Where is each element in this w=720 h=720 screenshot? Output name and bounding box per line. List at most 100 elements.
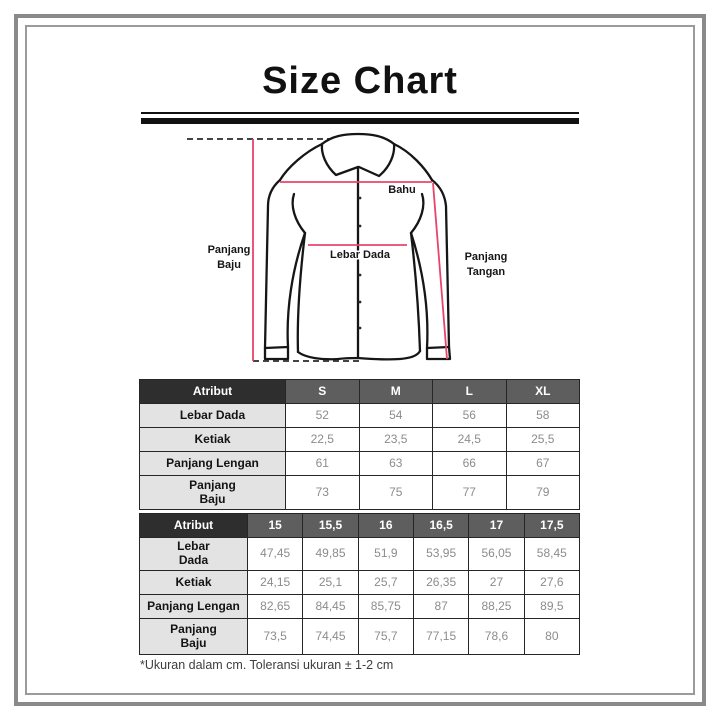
left-body-side bbox=[296, 231, 307, 354]
value-cell: 25,5 bbox=[505, 427, 580, 452]
value-cell: 54 bbox=[358, 403, 433, 428]
sleeve-measure-line bbox=[432, 182, 448, 360]
attribute-label-cell: Panjang Lengan bbox=[139, 451, 286, 476]
shirt-measurement-diagram: Bahu Lebar Dada Panjang Baju Panjang Tan… bbox=[187, 132, 509, 362]
value-cell: 24,5 bbox=[432, 427, 507, 452]
value-cell: 87 bbox=[412, 594, 470, 619]
size-header-cell: XL bbox=[505, 379, 580, 404]
title-rule-thick bbox=[141, 118, 579, 124]
value-cell: 56 bbox=[432, 403, 507, 428]
attribute-label-cell: Lebar Dada bbox=[139, 537, 248, 571]
value-cell: 73 bbox=[285, 475, 360, 510]
value-cell: 58 bbox=[505, 403, 580, 428]
value-cell: 53,95 bbox=[412, 537, 470, 571]
size-table-numeric-sizes: Atribut 15 15,5 16 16,5 17 17,5 Lebar Dada 47,45… bbox=[139, 513, 581, 655]
value-cell: 58,45 bbox=[523, 537, 581, 571]
value-cell: 89,5 bbox=[523, 594, 581, 619]
label-panjang-baju-1: Panjang bbox=[208, 244, 251, 256]
value-cell: 73,5 bbox=[246, 618, 304, 655]
attribute-label-cell: Panjang Lengan bbox=[139, 594, 248, 619]
left-armhole-seam bbox=[291, 192, 307, 235]
size-header-cell: 17 bbox=[468, 513, 525, 538]
table-row: Panjang Lengan 82,65 84,45 85,75 87 88,25 89,5 bbox=[139, 594, 581, 619]
value-cell: 25,1 bbox=[302, 570, 359, 595]
value-cell: 25,7 bbox=[357, 570, 414, 595]
value-cell: 51,9 bbox=[357, 537, 414, 571]
value-cell: 77,15 bbox=[412, 618, 470, 655]
table-row: Panjang Baju 73,5 74,45 75,7 77,15 78,6 80 bbox=[139, 618, 581, 655]
left-sleeve-inner bbox=[286, 231, 307, 349]
right-cuff bbox=[425, 345, 452, 361]
value-cell: 61 bbox=[285, 451, 360, 476]
page-title: Size Chart bbox=[262, 60, 458, 102]
label-panjang-tangan-2: Tangan bbox=[467, 266, 506, 278]
collar-right-flap bbox=[357, 142, 396, 178]
attribute-label-cell: Panjang Baju bbox=[139, 618, 248, 655]
value-cell: 56,05 bbox=[468, 537, 525, 571]
size-header-cell: S bbox=[285, 379, 360, 404]
attribute-label-cell: Panjang Baju bbox=[139, 475, 286, 510]
size-table-letter-sizes: Atribut S M L XL Lebar Dada 52 54 56 58 Ketiak 22,5… bbox=[139, 379, 580, 510]
button-dots bbox=[358, 196, 362, 330]
value-cell: 77 bbox=[432, 475, 507, 510]
size-header-cell: 16 bbox=[357, 513, 414, 538]
right-sleeve-inner bbox=[409, 231, 429, 350]
value-cell: 67 bbox=[505, 451, 580, 476]
value-cell: 80 bbox=[523, 618, 581, 655]
value-cell: 49,85 bbox=[302, 537, 359, 571]
size-header-cell: 15,5 bbox=[302, 513, 359, 538]
table-row: Ketiak 24,15 25,1 25,7 26,35 27 27,6 bbox=[139, 570, 581, 595]
table-row: Panjang Lengan 61 63 66 67 bbox=[139, 451, 580, 476]
footnote-text: *Ukuran dalam cm. Toleransi ukuran ± 1-2… bbox=[140, 658, 394, 672]
value-cell: 23,5 bbox=[358, 427, 433, 452]
table-row: Panjang Baju 73 75 77 79 bbox=[139, 475, 580, 510]
value-cell: 75 bbox=[358, 475, 433, 510]
value-cell: 66 bbox=[432, 451, 507, 476]
value-cell: 75,7 bbox=[357, 618, 414, 655]
right-shoulder bbox=[392, 142, 434, 182]
value-cell: 84,45 bbox=[302, 594, 359, 619]
collar-left-flap bbox=[320, 142, 360, 177]
table-header-row: Atribut 15 15,5 16 16,5 17 17,5 bbox=[139, 513, 581, 538]
value-cell: 88,25 bbox=[468, 594, 525, 619]
size-header-cell: 15 bbox=[246, 513, 304, 538]
left-sleeve-outer bbox=[263, 178, 282, 350]
right-armhole-seam bbox=[409, 192, 425, 235]
size-header-cell: 16,5 bbox=[412, 513, 470, 538]
value-cell: 27,6 bbox=[523, 570, 581, 595]
right-sleeve-outer bbox=[430, 178, 451, 349]
right-body-side bbox=[409, 231, 422, 353]
table-header-row: Atribut S M L XL bbox=[139, 379, 580, 404]
title-rule-thin bbox=[141, 112, 579, 114]
attribute-header-cell: Atribut bbox=[139, 513, 248, 538]
value-cell: 82,65 bbox=[246, 594, 304, 619]
attribute-header-cell: Atribut bbox=[139, 379, 286, 404]
label-bahu: Bahu bbox=[388, 184, 416, 196]
table-row: Lebar Dada 47,45 49,85 51,9 53,95 56,05 58,45 bbox=[139, 537, 581, 571]
value-cell: 79 bbox=[505, 475, 580, 510]
size-header-cell: M bbox=[358, 379, 433, 404]
collar-band bbox=[320, 132, 396, 146]
value-cell: 63 bbox=[358, 451, 433, 476]
value-cell: 47,45 bbox=[246, 537, 304, 571]
table-row: Ketiak 22,5 23,5 24,5 25,5 bbox=[139, 427, 580, 452]
table-row: Lebar Dada 52 54 56 58 bbox=[139, 403, 580, 428]
attribute-label-cell: Ketiak bbox=[139, 427, 286, 452]
value-cell: 24,15 bbox=[246, 570, 304, 595]
label-panjang-tangan-1: Panjang bbox=[465, 251, 508, 263]
label-panjang-baju-2: Baju bbox=[217, 259, 241, 271]
attribute-label-cell: Lebar Dada bbox=[139, 403, 286, 428]
left-shoulder bbox=[278, 142, 324, 182]
value-cell: 85,75 bbox=[357, 594, 414, 619]
attribute-label-cell: Ketiak bbox=[139, 570, 248, 595]
value-cell: 74,45 bbox=[302, 618, 359, 655]
value-cell: 78,6 bbox=[468, 618, 525, 655]
value-cell: 52 bbox=[285, 403, 360, 428]
value-cell: 27 bbox=[468, 570, 525, 595]
value-cell: 22,5 bbox=[285, 427, 360, 452]
size-header-cell: 17,5 bbox=[523, 513, 581, 538]
size-header-cell: L bbox=[432, 379, 507, 404]
label-lebar-dada: Lebar Dada bbox=[330, 249, 391, 261]
value-cell: 26,35 bbox=[412, 570, 470, 595]
left-cuff bbox=[263, 345, 290, 361]
